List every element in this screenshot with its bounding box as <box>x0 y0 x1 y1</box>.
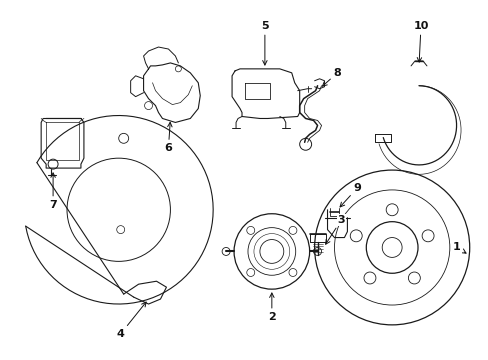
Text: 1: 1 <box>452 243 465 253</box>
Circle shape <box>382 238 401 257</box>
Text: 8: 8 <box>322 68 341 86</box>
Circle shape <box>363 272 375 284</box>
Text: 7: 7 <box>49 173 57 210</box>
Circle shape <box>421 230 433 242</box>
Text: 10: 10 <box>412 21 428 62</box>
Circle shape <box>349 230 362 242</box>
Text: 2: 2 <box>267 293 275 322</box>
Text: 4: 4 <box>117 302 146 339</box>
Text: 5: 5 <box>261 21 268 65</box>
Text: 6: 6 <box>164 122 172 153</box>
Circle shape <box>407 272 420 284</box>
Text: 9: 9 <box>339 183 361 207</box>
Circle shape <box>386 204 397 216</box>
Text: 3: 3 <box>325 215 345 244</box>
